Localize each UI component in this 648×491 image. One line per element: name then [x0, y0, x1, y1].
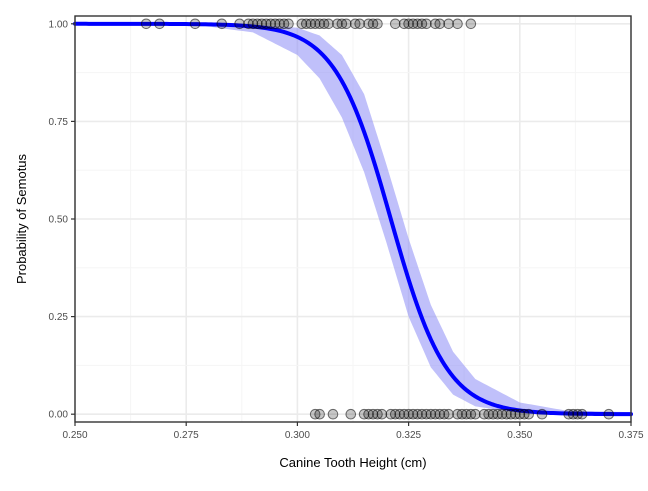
x-axis-title: Canine Tooth Height (cm): [279, 455, 426, 470]
data-point: [154, 18, 165, 30]
x-tick-label: 0.350: [507, 430, 532, 441]
data-point: [354, 18, 365, 30]
data-point: [536, 408, 548, 420]
data-point: [603, 408, 615, 420]
x-tick-label: 0.250: [62, 430, 87, 441]
data-point: [234, 18, 245, 30]
data-point: [452, 18, 463, 30]
data-point: [216, 18, 228, 30]
data-point: [314, 408, 325, 420]
data-points-layer: [140, 18, 615, 420]
data-point: [323, 18, 334, 30]
data-point: [345, 408, 357, 420]
y-tick-label: 0.75: [49, 117, 69, 128]
data-point: [576, 408, 588, 420]
fit-line-layer: [73, 21, 633, 417]
data-point: [523, 408, 534, 420]
data-point: [372, 18, 383, 30]
y-tick-label: 0.00: [49, 410, 69, 421]
data-point: [465, 18, 477, 30]
data-point: [421, 18, 432, 30]
x-tick-label: 0.275: [174, 430, 199, 441]
x-tick-label: 0.375: [618, 430, 643, 441]
y-tick-label: 1.00: [49, 19, 69, 30]
data-point: [443, 18, 454, 30]
y-axis-title: Probability of Semotus: [14, 153, 29, 284]
data-point: [341, 18, 352, 30]
y-tick-label: 0.25: [49, 312, 69, 323]
data-point: [470, 408, 481, 420]
y-tick-label: 0.50: [49, 215, 69, 226]
x-tick-label: 0.300: [285, 430, 310, 441]
data-point: [189, 18, 201, 30]
data-point: [140, 18, 152, 30]
data-point: [283, 18, 294, 30]
data-point: [434, 18, 446, 30]
axis-ticks: 0.250 0.275 0.300 0.325 0.350 0.375 0.00 0.25 0.…: [49, 19, 644, 441]
fit-line: [73, 21, 633, 417]
x-tick-label: 0.325: [396, 430, 421, 441]
data-point: [389, 18, 401, 30]
data-point: [376, 408, 388, 420]
data-point: [327, 408, 339, 420]
data-point: [443, 408, 454, 420]
